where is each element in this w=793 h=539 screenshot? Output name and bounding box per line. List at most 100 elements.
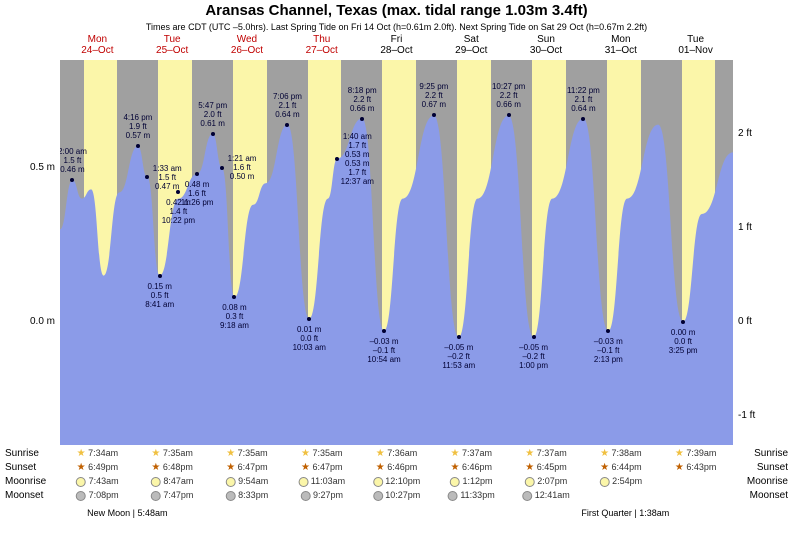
moonrise-label-left: Moonrise xyxy=(5,476,46,487)
tide-annotation: 11:22 pm2.1 ft0.64 m xyxy=(567,86,600,113)
moonrise-cell: 2:07pm xyxy=(525,476,568,487)
y-axis-left: 0.0 m 0.5 m xyxy=(20,60,55,445)
star-icon: ★ xyxy=(77,462,86,473)
date-label: Mon24–Oct xyxy=(81,34,113,56)
star-icon: ★ xyxy=(301,462,310,473)
star-icon: ★ xyxy=(226,448,235,459)
date-label: Sat29–Oct xyxy=(455,34,487,56)
moonset-cell: 7:08pm xyxy=(76,490,119,501)
moon-icon xyxy=(373,491,383,501)
tide-extreme-dot xyxy=(232,295,236,299)
tide-extreme-dot xyxy=(606,329,610,333)
moonset-cell: 11:33pm xyxy=(448,490,495,501)
date-label: Tue25–Oct xyxy=(156,34,188,56)
tide-extreme-dot xyxy=(532,335,536,339)
sunrise-cell: ★ 7:37am xyxy=(525,448,567,459)
star-icon: ★ xyxy=(151,448,160,459)
star-icon: ★ xyxy=(151,462,160,473)
date-label: Tue01–Nov xyxy=(678,34,712,56)
moonrise-cell: 12:10pm xyxy=(373,476,421,487)
tide-extreme-dot xyxy=(382,329,386,333)
y-tick-left: 0.5 m xyxy=(30,162,55,173)
sunset-label-left: Sunset xyxy=(5,462,36,473)
sunrise-cell: ★ 7:39am xyxy=(675,448,717,459)
y-tick-right: 0 ft xyxy=(738,316,752,327)
sunrise-cell: ★ 7:36am xyxy=(376,448,418,459)
chart-title: Aransas Channel, Texas (max. tidal range… xyxy=(0,2,793,19)
tide-annotation: 8:18 pm2.2 ft0.66 m xyxy=(348,86,377,113)
moon-phase-label: First Quarter | 1:38am xyxy=(581,508,669,518)
sunset-cell: ★ 6:46pm xyxy=(376,462,418,473)
moon-icon xyxy=(76,491,86,501)
moonrise-cell: 7:43am xyxy=(76,476,119,487)
moonrise-cell: 2:54pm xyxy=(600,476,643,487)
sunset-cell: ★ 6:45pm xyxy=(525,462,567,473)
star-icon: ★ xyxy=(675,462,684,473)
moonrise-cell: 9:54am xyxy=(226,476,269,487)
tide-annotation: 0.01 m0.0 ft10:03 am xyxy=(293,325,326,352)
tide-annotation: 0.48 m1.6 ft11:26 pm xyxy=(181,180,214,207)
star-icon: ★ xyxy=(600,462,609,473)
moon-icon xyxy=(298,477,308,487)
sunrise-label-right: Sunrise xyxy=(754,448,788,459)
tide-extreme-dot xyxy=(211,132,215,136)
moon-icon xyxy=(76,477,86,487)
sunset-cell: ★ 6:47pm xyxy=(301,462,343,473)
star-icon: ★ xyxy=(226,462,235,473)
moonset-label-left: Moonset xyxy=(5,490,43,501)
moonrise-cell: 1:12pm xyxy=(450,476,493,487)
sunrise-cell: ★ 7:35am xyxy=(151,448,193,459)
tide-extreme-dot xyxy=(335,157,339,161)
moon-icon xyxy=(300,491,310,501)
star-icon: ★ xyxy=(301,448,310,459)
y-tick-right: -1 ft xyxy=(738,410,755,421)
moonrise-cell: 8:47am xyxy=(151,476,194,487)
y-tick-right: 2 ft xyxy=(738,128,752,139)
tide-annotation: 7:06 pm2.1 ft0.64 m xyxy=(273,92,302,119)
moonset-cell: 9:27pm xyxy=(300,490,343,501)
tide-annotation: –0.05 m–0.2 ft11:53 am xyxy=(442,343,475,370)
tide-extreme-dot xyxy=(136,144,140,148)
moonset-cell: 7:47pm xyxy=(151,490,194,501)
tide-curve xyxy=(60,60,733,445)
plot-area: 2:00 am1.5 ft0.46 m4:16 pm1.9 ft0.57 m1:… xyxy=(60,60,733,445)
tide-extreme-dot xyxy=(195,172,199,176)
tide-annotation: 0.00 m0.0 ft3:25 pm xyxy=(669,328,698,355)
sunrise-cell: ★ 7:35am xyxy=(301,448,343,459)
moon-icon xyxy=(448,491,458,501)
moon-icon xyxy=(600,477,610,487)
tide-extreme-dot xyxy=(457,335,461,339)
tide-extreme-dot xyxy=(145,175,149,179)
tide-annotation: 0.15 m0.5 ft8:41 am xyxy=(145,282,174,309)
tide-annotation: 1:21 am1.6 ft0.50 m xyxy=(228,154,257,181)
tide-annotation: –0.03 m–0.1 ft10:54 am xyxy=(367,337,400,364)
tide-annotation: 10:27 pm2.2 ft0.66 m xyxy=(492,82,525,109)
moon-icon xyxy=(226,491,236,501)
star-icon: ★ xyxy=(451,462,460,473)
moonset-cell: 12:41am xyxy=(522,490,570,501)
tide-chart: Aransas Channel, Texas (max. tidal range… xyxy=(0,0,793,539)
star-icon: ★ xyxy=(600,448,609,459)
star-icon: ★ xyxy=(525,448,534,459)
tide-annotation: 1:33 am1.5 ft0.47 m xyxy=(153,164,182,191)
date-label: Sun30–Oct xyxy=(530,34,562,56)
tide-extreme-dot xyxy=(220,166,224,170)
tide-annotation: 9:25 pm2.2 ft0.67 m xyxy=(419,82,448,109)
y-tick-left: 0.0 m xyxy=(30,316,55,327)
sunset-cell: ★ 6:49pm xyxy=(77,462,119,473)
date-label: Fri28–Oct xyxy=(380,34,412,56)
tide-extreme-dot xyxy=(681,320,685,324)
tide-extreme-dot xyxy=(360,117,364,121)
sunset-label-right: Sunset xyxy=(757,462,788,473)
tide-annotation: 1:40 am1.7 ft0.53 m0.53 m1.7 ft12:37 am xyxy=(341,132,374,186)
tide-extreme-dot xyxy=(581,117,585,121)
tide-annotation: 2:00 am1.5 ft0.46 m xyxy=(60,147,87,174)
date-label: Wed26–Oct xyxy=(231,34,263,56)
moonset-cell: 8:33pm xyxy=(226,490,269,501)
star-icon: ★ xyxy=(376,462,385,473)
tide-annotation: 4:16 pm1.9 ft0.57 m xyxy=(123,113,152,140)
date-label: Mon31–Oct xyxy=(605,34,637,56)
sunrise-cell: ★ 7:34am xyxy=(77,448,119,459)
moonrise-cell: 11:03am xyxy=(298,476,345,487)
moon-icon xyxy=(450,477,460,487)
